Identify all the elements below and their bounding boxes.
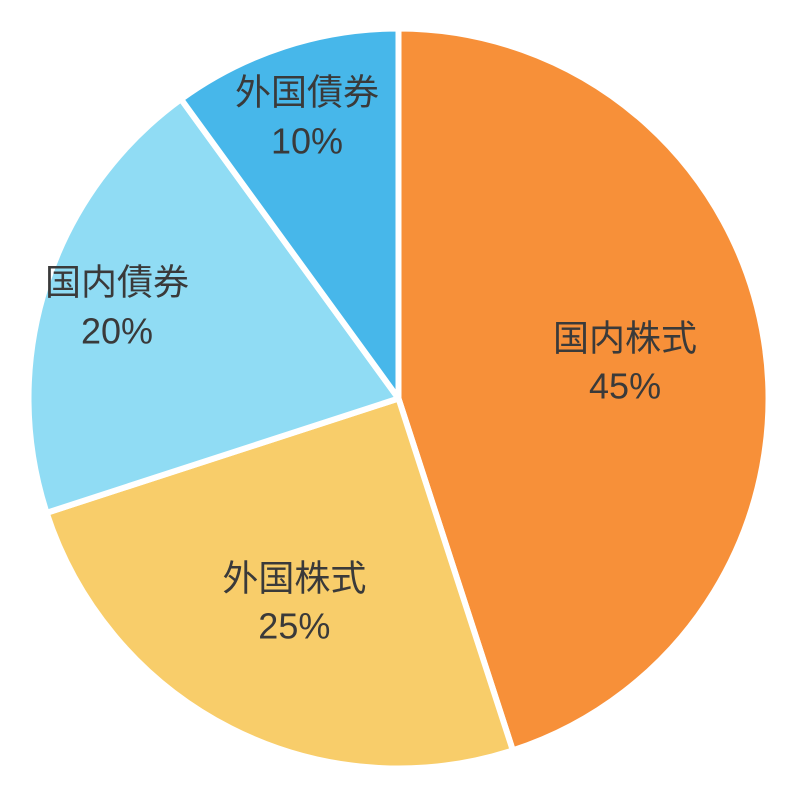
slice-name: 外国株式: [222, 554, 366, 603]
slice-label-3: 外国債券 10%: [235, 68, 379, 165]
slice-name: 国内債券: [45, 258, 189, 307]
slice-name: 国内株式: [553, 314, 697, 363]
slice-label-2: 国内債券 20%: [45, 258, 189, 355]
slice-name: 外国債券: [235, 68, 379, 117]
slice-label-1: 外国株式 25%: [222, 554, 366, 651]
slice-value: 45%: [553, 363, 697, 412]
slice-value: 25%: [222, 603, 366, 652]
pie-chart: 国内株式 45% 外国株式 25% 国内債券 20% 外国債券 10%: [0, 0, 797, 797]
slice-value: 10%: [235, 117, 379, 166]
slice-value: 20%: [45, 307, 189, 356]
slice-label-0: 国内株式 45%: [553, 314, 697, 411]
